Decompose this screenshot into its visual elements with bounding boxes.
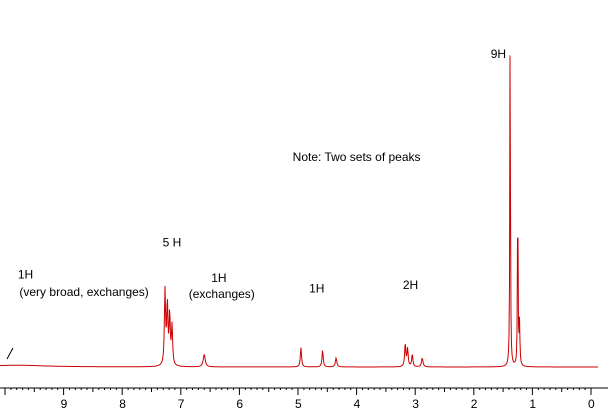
x-tick-label: 1 <box>529 397 536 411</box>
x-tick-label: 8 <box>119 397 126 411</box>
tbu-label: 9H <box>491 47 506 61</box>
peak-annotations: 1H (very broad, exchanges) 5 H 1H (exchanges… <box>18 47 506 301</box>
note-label: Note: Two sets of peaks <box>293 150 421 164</box>
x-tick-label: 0 <box>588 397 595 411</box>
oh-label-1: 1H <box>211 271 226 285</box>
spectrum-trace <box>0 55 598 368</box>
x-axis: 9 8 7 6 5 4 3 2 1 0 <box>0 387 608 411</box>
x-tick-label: 5 <box>295 397 302 411</box>
x-tick-label: 6 <box>236 397 243 411</box>
nh-label-1: 1H <box>18 267 33 281</box>
x-tick-label: 3 <box>412 397 419 411</box>
oh-label-2: (exchanges) <box>189 287 255 301</box>
ch-label: 1H <box>309 281 324 295</box>
x-tick-label: 4 <box>354 397 361 411</box>
nh-label-2: (very broad, exchanges) <box>19 285 148 299</box>
aromatic-label: 5 H <box>163 235 182 249</box>
x-tick-label: 9 <box>61 397 68 411</box>
nh-pointer-line <box>6 347 14 360</box>
x-tick-label: 7 <box>178 397 185 411</box>
x-tick-label: 2 <box>471 397 478 411</box>
ch2-label: 2H <box>403 278 418 292</box>
